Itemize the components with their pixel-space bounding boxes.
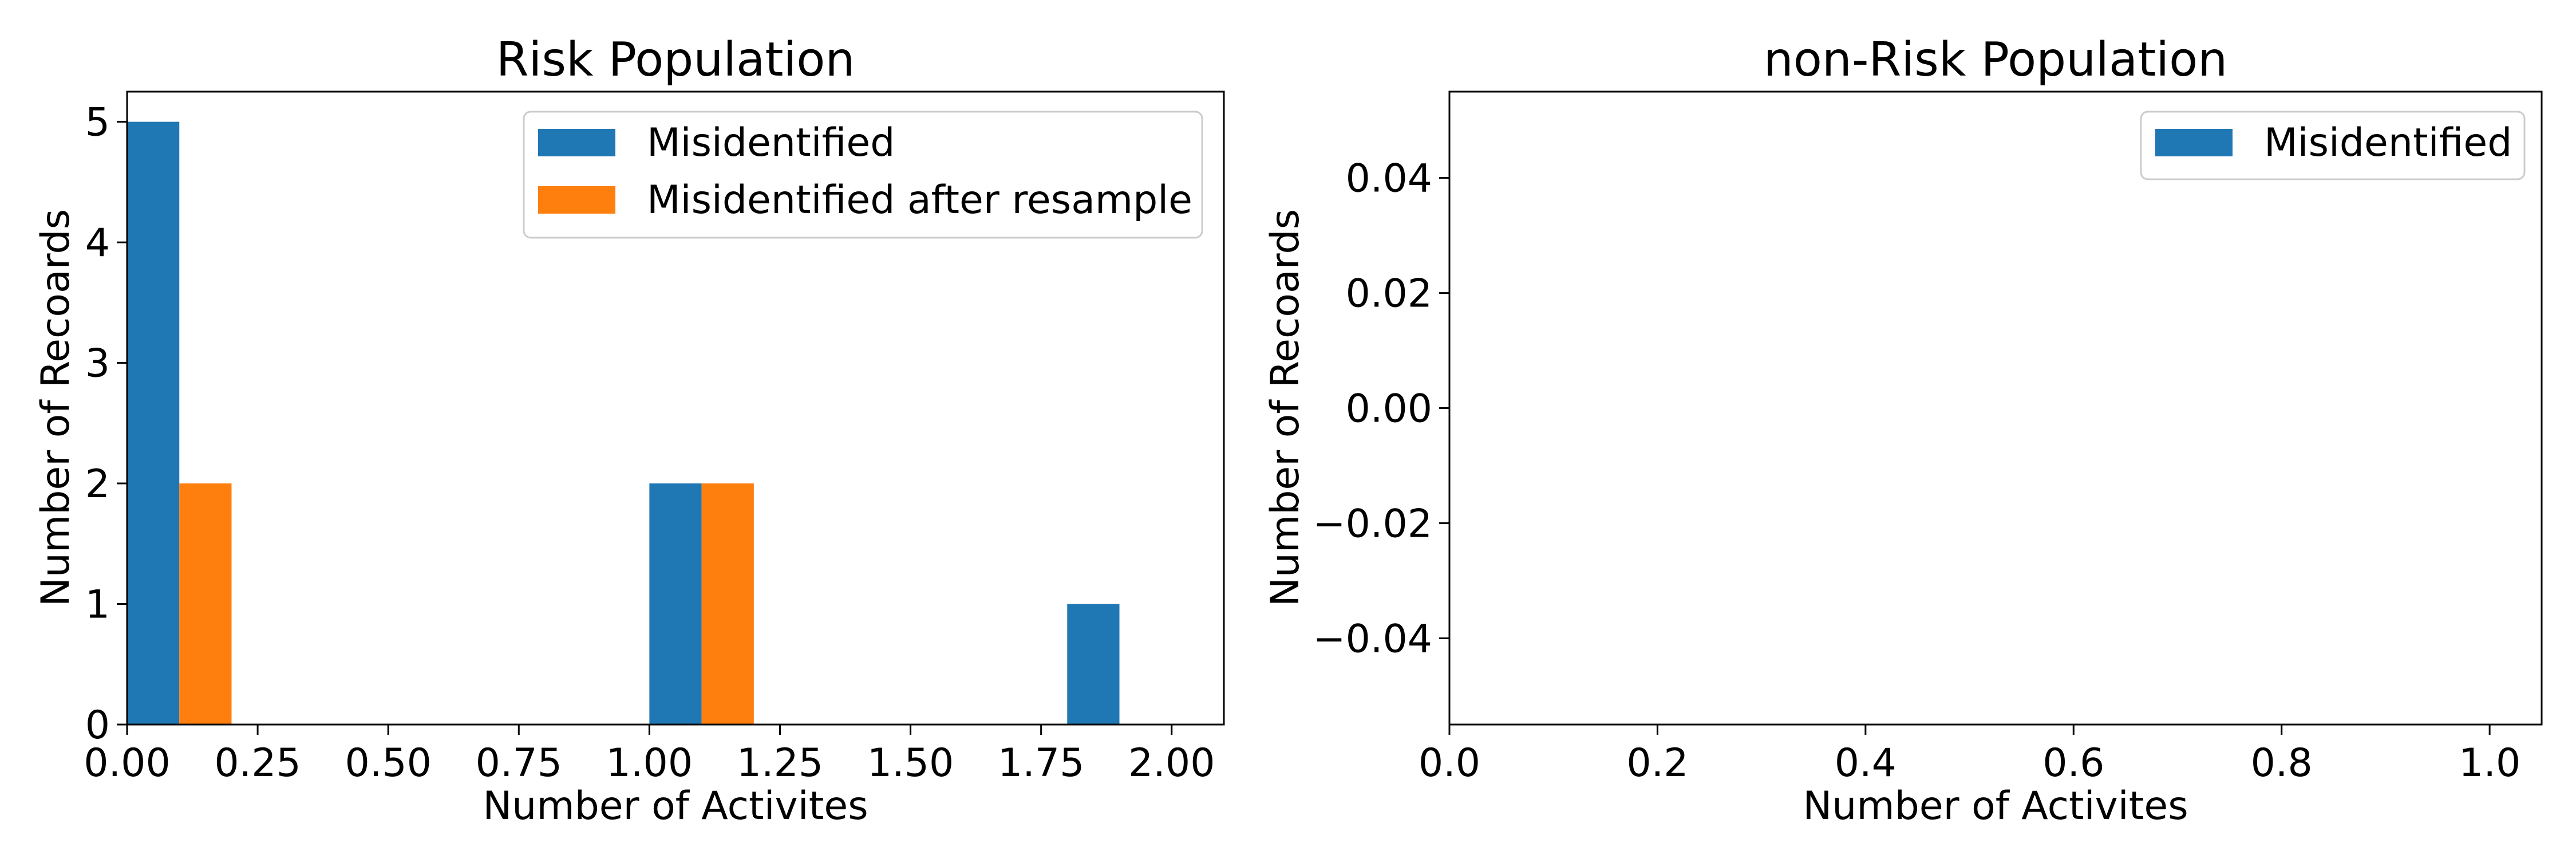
non-risk-population-panel: non-Risk Population 0.0 0.2 0.4 0.6 0.8 1.0 0… bbox=[1263, 33, 2543, 829]
y-tick-label: 2 bbox=[85, 462, 110, 507]
x-tick-label: 0.6 bbox=[2042, 741, 2104, 786]
x-axis-label: Number of Activites bbox=[1803, 784, 2188, 829]
x-tick-label: 0.2 bbox=[1626, 741, 1688, 786]
y-axis-label: Number of Recoards bbox=[33, 209, 78, 607]
x-axis-ticks: 0.0 0.2 0.4 0.6 0.8 1.0 bbox=[1419, 725, 2520, 786]
plot-frame bbox=[126, 90, 1225, 726]
x-tick-label: 0.50 bbox=[345, 741, 431, 786]
y-tick-label: 3 bbox=[85, 341, 110, 387]
y-axis-ticks: 0.04 0.02 0.00 −0.02 −0.04 bbox=[1313, 156, 1449, 662]
x-tick-label: 0.8 bbox=[2251, 741, 2313, 786]
y-tick-label: 0.02 bbox=[1346, 271, 1432, 317]
bars bbox=[127, 121, 1120, 725]
legend: Misidentified bbox=[2140, 111, 2526, 180]
y-tick-label: −0.02 bbox=[1313, 501, 1432, 546]
chart-title: non-Risk Population bbox=[1764, 33, 2228, 87]
x-tick-label: 0.0 bbox=[1419, 741, 1480, 786]
x-tick-label: 1.25 bbox=[737, 741, 823, 786]
bar bbox=[179, 483, 232, 725]
legend-swatch bbox=[538, 186, 615, 214]
legend-swatch bbox=[538, 129, 615, 156]
x-tick-label: 0.00 bbox=[84, 741, 170, 786]
bar bbox=[701, 483, 754, 725]
x-tick-label: 0.4 bbox=[1835, 741, 1897, 786]
legend-swatch bbox=[2155, 129, 2233, 156]
y-tick-label: 0.00 bbox=[1346, 387, 1432, 432]
x-axis-ticks: 0.00 0.25 0.50 0.75 1.00 1.25 1.50 1.75 2.00 bbox=[84, 725, 1215, 786]
y-tick-label: 5 bbox=[85, 100, 110, 145]
y-tick-label: 0 bbox=[85, 703, 110, 748]
x-tick-label: 1.0 bbox=[2459, 741, 2520, 786]
x-axis-label: Number of Activites bbox=[483, 784, 868, 829]
x-tick-label: 2.00 bbox=[1128, 741, 1215, 786]
bar bbox=[127, 121, 180, 725]
bar bbox=[1067, 604, 1120, 725]
legend-box bbox=[2140, 111, 2526, 180]
y-tick-label: 0.04 bbox=[1346, 156, 1432, 202]
x-tick-label: 1.00 bbox=[606, 741, 693, 786]
legend-entry: Misidentified bbox=[2264, 120, 2512, 166]
bar bbox=[649, 483, 702, 725]
y-tick-label: 1 bbox=[85, 582, 110, 628]
chart-title: Risk Population bbox=[496, 33, 855, 87]
x-tick-label: 0.25 bbox=[214, 741, 301, 786]
y-tick-label: 4 bbox=[85, 221, 110, 266]
y-axis-label: Number of Recoards bbox=[1263, 209, 1308, 607]
legend-box bbox=[523, 111, 1203, 239]
legend-entry: Misidentified bbox=[647, 120, 895, 166]
risk-population-panel: Risk Population 0.00 0.25 0.50 0.75 1.00 1.25… bbox=[33, 33, 1225, 829]
legend: Misidentified Misidentified after resamp… bbox=[523, 111, 1203, 239]
x-tick-label: 0.75 bbox=[476, 741, 562, 786]
legend-entry: Misidentified after resample bbox=[647, 178, 1192, 223]
y-tick-label: −0.04 bbox=[1313, 616, 1432, 662]
x-tick-label: 1.75 bbox=[998, 741, 1084, 786]
x-tick-label: 1.50 bbox=[867, 741, 954, 786]
plot-frame bbox=[1448, 90, 2543, 726]
y-axis-ticks: 0 1 2 3 4 5 bbox=[85, 100, 127, 748]
